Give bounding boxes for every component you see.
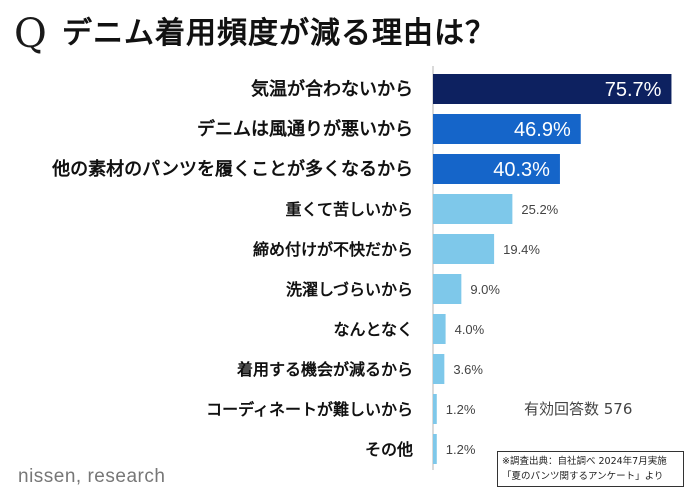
- data-label: 19.4%: [503, 242, 540, 257]
- category-label: 気温が合わないから: [251, 78, 413, 100]
- data-label: 4.0%: [455, 322, 485, 337]
- bar: [433, 434, 437, 464]
- category-label: 他の素材のパンツを履くことが多くなるから: [51, 158, 413, 180]
- category-label: 着用する機会が減るから: [236, 360, 413, 379]
- source-line-2: 「夏のパンツ関するアンケート」より: [502, 471, 664, 482]
- source-line-1: ※調査出典：自社調べ 2024年7月実施: [502, 456, 667, 467]
- bar: [433, 314, 446, 344]
- source-note: ※調査出典：自社調べ 2024年7月実施 「夏のパンツ関するアンケート」より: [497, 451, 684, 487]
- category-label: 洗濯しづらいから: [286, 280, 413, 299]
- respondent-count: 有効回答数 576: [524, 400, 633, 418]
- bar: [433, 234, 495, 264]
- data-label: 1.2%: [446, 442, 476, 457]
- data-label: 9.0%: [470, 282, 500, 297]
- category-label: なんとなく: [333, 320, 413, 339]
- data-label: 1.2%: [446, 402, 476, 417]
- bar: [433, 114, 581, 144]
- data-label: 40.3%: [493, 159, 550, 181]
- category-label: 重くて苦しいから: [285, 200, 413, 219]
- bar: [433, 354, 445, 384]
- bar: [433, 74, 672, 104]
- data-label: 3.6%: [453, 362, 483, 377]
- bar: [433, 394, 437, 424]
- bar: [433, 194, 513, 224]
- category-label: その他: [365, 440, 413, 459]
- q-mark: Q: [14, 11, 47, 57]
- data-label: 75.7%: [605, 79, 662, 101]
- bar: [433, 274, 462, 304]
- data-label: 25.2%: [521, 202, 558, 217]
- category-label: 締め付けが不快だから: [253, 240, 413, 259]
- data-label: 46.9%: [514, 119, 571, 141]
- category-label: コーディネートが難しいから: [206, 400, 413, 419]
- bar: [433, 154, 560, 184]
- chart-title: デニム着用頻度が減る理由は？: [62, 16, 496, 51]
- brand-logo-text: nissen, research: [18, 466, 166, 487]
- category-label: デニムは風通りが悪いから: [197, 118, 413, 140]
